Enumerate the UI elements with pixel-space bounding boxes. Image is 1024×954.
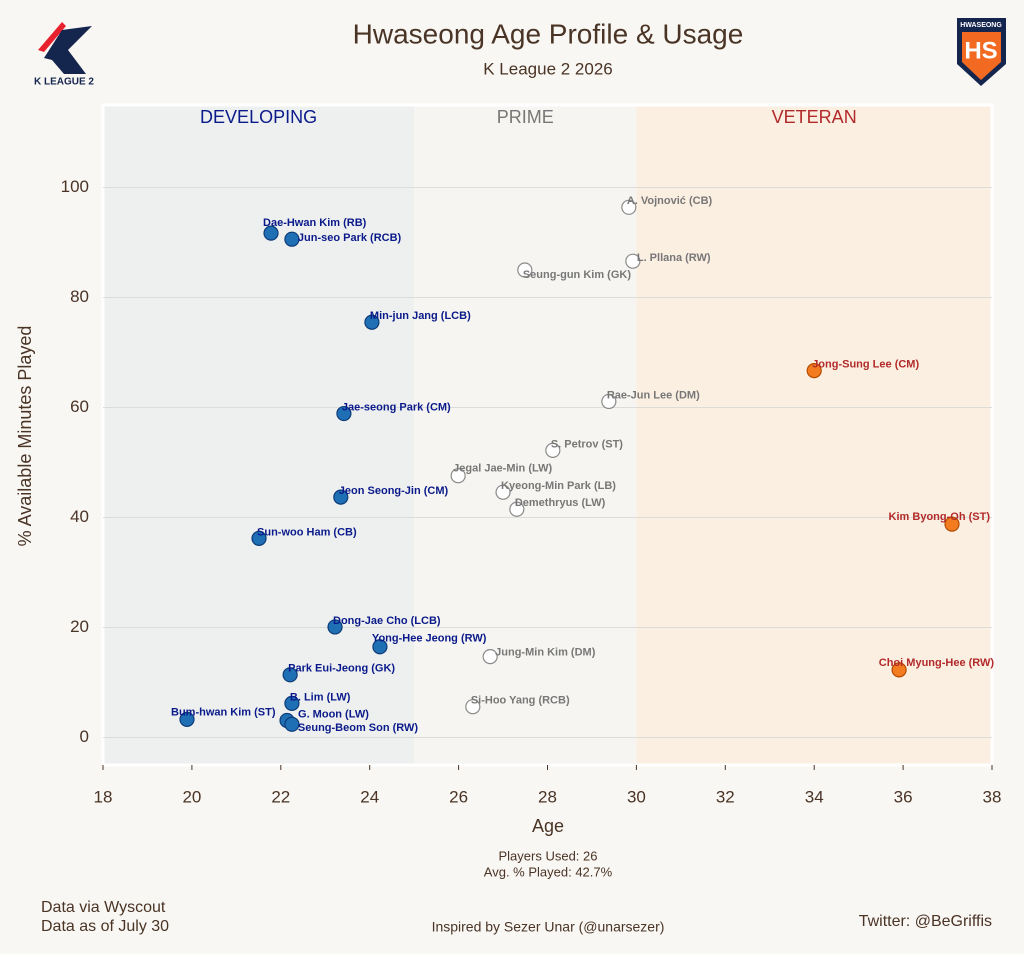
x-tick-label: 20 <box>182 787 201 806</box>
player-point <box>495 484 511 500</box>
player-label: Dong-Jae Cho (LCB) <box>333 615 441 627</box>
league-logo: K LEAGUE 2 <box>34 22 94 88</box>
player-label: B. Lim (LW) <box>290 691 351 703</box>
y-tick-label: 40 <box>70 507 89 526</box>
player-label: Jeon Seong-Jin (CM) <box>339 485 449 497</box>
x-tick-label: 34 <box>805 787 824 806</box>
x-tick-label: 24 <box>360 787 379 806</box>
x-tick-label: 18 <box>94 787 113 806</box>
chart-title: Hwaseong Age Profile & Usage <box>353 18 744 49</box>
player-label: Kim Byong-Oh (ST) <box>889 511 991 523</box>
y-tick-label: 80 <box>70 287 89 306</box>
player-label: Kyeong-Min Park (LB) <box>501 480 616 492</box>
player-point <box>372 639 388 655</box>
y-tick-label: 20 <box>70 617 89 636</box>
player-point <box>282 667 298 683</box>
player-point <box>284 695 300 712</box>
player-point <box>333 489 349 505</box>
player-point <box>251 530 267 547</box>
player-point <box>601 393 617 410</box>
player-label: Yong-Hee Jeong (RW) <box>372 633 487 645</box>
player-label: Jung-Min Kim (DM) <box>495 647 596 659</box>
player-point <box>284 231 300 247</box>
player-point <box>364 314 380 330</box>
player-label: Jong-Sung Lee (CM) <box>812 359 919 371</box>
player-label: Demethryus (LW) <box>515 497 606 509</box>
player-label: Min-jun Jang (LCB) <box>370 310 471 322</box>
region-label: PRIME <box>497 107 554 127</box>
player-label: Seung-gun Kim (GK) <box>523 269 631 281</box>
player-point <box>465 699 481 715</box>
player-label: Jegal Jae-Min (LW) <box>453 463 552 475</box>
player-label: Bum-hwan Kim (ST) <box>171 706 276 718</box>
player-point <box>284 716 300 732</box>
y-axis-label: % Available Minutes Played <box>15 326 35 547</box>
footer-text: Inspired by Sezer Unar (@unarsezer) <box>432 919 665 935</box>
player-point <box>482 649 498 665</box>
player-label: Park Eui-Jeong (GK) <box>288 663 395 675</box>
y-tick-label: 100 <box>61 177 89 196</box>
player-point <box>891 662 907 678</box>
player-label: L. Pllana (RW) <box>637 252 711 264</box>
player-point <box>517 262 533 278</box>
player-point <box>806 363 822 379</box>
region-label: VETERAN <box>772 107 857 127</box>
footer-text: Twitter: @BeGriffis <box>859 913 992 930</box>
region-band <box>103 105 415 765</box>
club-logo-text: HWASEONG <box>960 22 1002 29</box>
player-label: S. Petrov (ST) <box>551 438 623 450</box>
player-label: Dae-Hwan Kim (RB) <box>263 217 367 229</box>
player-label: Jun-seo Park (RCB) <box>298 232 402 244</box>
annotation: Players Used: 26 <box>499 848 598 863</box>
player-label: Choi Myung-Hee (RW) <box>879 657 995 669</box>
player-label: Sun-woo Ham (CB) <box>257 526 357 538</box>
region-band <box>636 105 992 765</box>
player-point <box>263 225 279 241</box>
player-point <box>179 711 195 727</box>
x-tick-label: 38 <box>983 787 1002 806</box>
player-point <box>509 501 525 517</box>
player-label: Si-Hoo Yang (RCB) <box>471 695 570 707</box>
x-tick-label: 26 <box>449 787 468 806</box>
player-point <box>944 516 960 532</box>
player-point <box>327 619 343 635</box>
chart-subtitle: K League 2 2026 <box>483 59 613 78</box>
player-label: Jae-seong Park (CM) <box>342 401 451 413</box>
player-label: Rae-Jun Lee (DM) <box>607 389 700 401</box>
region-band <box>414 105 637 765</box>
x-tick-label: 30 <box>627 787 646 806</box>
player-point <box>450 468 466 484</box>
x-tick-label: 22 <box>271 787 290 806</box>
x-tick-label: 28 <box>538 787 557 806</box>
footer-text: Data via Wyscout <box>41 899 166 916</box>
annotation: Avg. % Played: 42.7% <box>484 864 613 879</box>
player-point <box>621 199 637 215</box>
y-tick-label: 0 <box>80 727 89 746</box>
player-label: Seung-Beom Son (RW) <box>298 722 419 734</box>
player-point <box>336 405 352 422</box>
club-logo: HWASEONG HS <box>957 18 1006 86</box>
player-point <box>545 442 561 458</box>
x-axis-label: Age <box>532 816 564 836</box>
player-point <box>625 253 641 269</box>
player-label: A. Vojnović (CB) <box>627 195 713 207</box>
x-tick-label: 32 <box>716 787 735 806</box>
club-logo-mark: HS <box>964 37 997 64</box>
region-label: DEVELOPING <box>200 107 317 127</box>
league-logo-text: K LEAGUE 2 <box>34 77 94 88</box>
x-tick-label: 36 <box>894 787 913 806</box>
footer-text: Data as of July 30 <box>41 918 169 935</box>
y-tick-label: 60 <box>70 397 89 416</box>
player-label: G. Moon (LW) <box>298 708 369 720</box>
